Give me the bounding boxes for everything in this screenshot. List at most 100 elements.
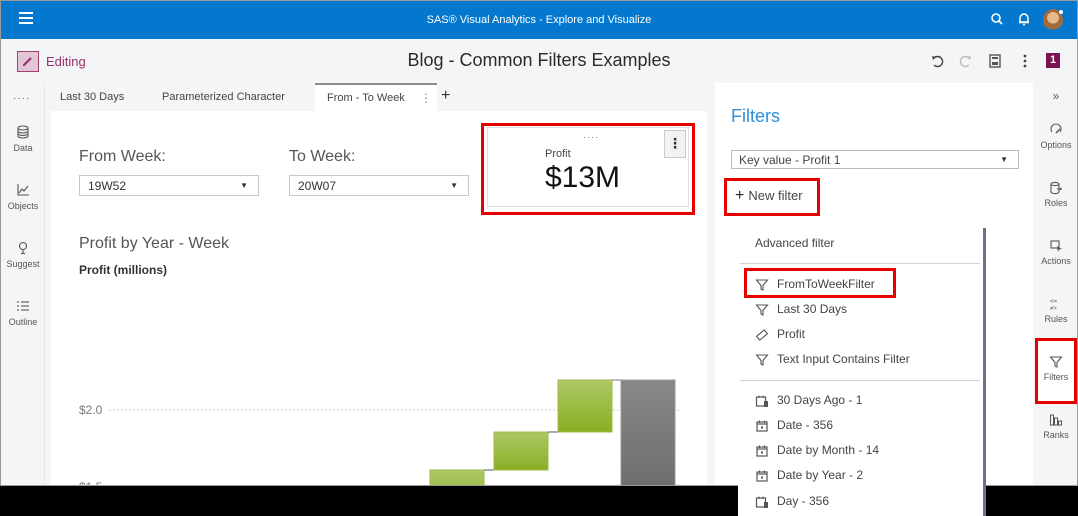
drag-handle-icon[interactable]: ···· [583,132,599,142]
rail-item-options[interactable]: Options [1033,123,1077,150]
waterfall-total-bar[interactable] [620,379,676,486]
waterfall-bar[interactable] [557,379,613,433]
from-week-label: From Week: [79,148,166,165]
tab-more-icon[interactable]: ⋮ [420,91,432,105]
svg-text:<=: <= [1050,299,1058,305]
rail-item-filters[interactable]: Filters [1033,355,1077,382]
from-week-dropdown[interactable]: 19W52 ▼ [79,175,259,196]
filter-icon [755,279,769,291]
pencil-icon [23,57,32,66]
filter-icon [1049,356,1063,368]
to-week-dropdown[interactable]: 20W07 ▼ [289,175,469,196]
calendar-icon [756,470,768,482]
left-rail: ···· Data Objects Suggest Outline [1,83,45,485]
rail-item-label: Options [1040,140,1072,150]
more-vertical-icon[interactable] [1017,53,1033,69]
highlight-box [1035,338,1077,404]
rail-item-ranks[interactable]: Ranks [1033,413,1077,440]
rail-item-outline[interactable]: Outline [1,299,45,327]
filter-icon [755,304,769,316]
from-week-value: 19W52 [88,179,127,193]
database-icon [17,125,29,139]
rail-more-icon[interactable]: ···· [13,93,31,104]
rail-item-data[interactable]: Data [1,125,45,153]
search-icon[interactable] [989,11,1005,27]
measure-icon [755,329,769,341]
rail-item-rules[interactable]: <= ≠> Rules [1033,297,1077,324]
roles-icon [1050,181,1062,195]
to-week-value: 20W07 [298,179,337,193]
rail-item-label: Rules [1044,314,1068,324]
highlight-box [724,178,820,216]
rail-item-label: Roles [1044,198,1068,208]
calculated-date-icon [755,496,768,508]
calendar-icon [756,445,768,457]
chevron-down-icon: ▼ [1000,155,1008,164]
report-canvas: From Week: 19W52 ▼ To Week: 20W07 ▼ ····… [51,111,707,486]
new-filter-menu: Advanced filter FromToWeekFilter Last 30… [738,228,986,516]
add-page-button[interactable]: + [441,87,451,104]
right-rail: » Options Roles Actions <= ≠> Rules Filte… [1033,83,1077,485]
object-select-dropdown[interactable]: Key value - Profit 1 ▼ [731,150,1019,169]
calendar-icon [756,420,768,432]
rail-item-label: Actions [1041,256,1071,266]
tab-label: From - To Week [327,92,405,104]
report-header: Editing Blog - Common Filters Examples 1 [1,39,1077,83]
lightbulb-icon [18,241,28,255]
rules-icon: <=≠> [1050,299,1058,311]
app-title: SAS® Visual Analytics - Explore and Visu… [426,14,652,26]
rail-item-label: Outline [8,317,38,327]
undo-icon[interactable] [929,53,945,69]
tab-parameterized-character[interactable]: Parameterized Character [162,91,285,103]
waterfall-bar[interactable] [429,469,485,486]
notification-dot [1059,10,1063,14]
plus-icon: + [735,187,745,204]
rail-item-objects[interactable]: Objects [1,183,45,211]
redo-icon[interactable] [958,53,974,69]
y-tick-label: $1.5 [79,480,103,486]
top-bar: SAS® Visual Analytics - Explore and Visu… [1,1,1077,39]
calculated-date-icon [755,395,768,407]
object-select-value: Key value - Profit 1 [739,153,841,167]
object-menu-button[interactable]: ⋮ [664,130,686,158]
y-tick-label: $2.0 [79,403,103,417]
waterfall-chart[interactable]: $2.0 $1.5 $1.0 [51,271,707,486]
key-value-profit[interactable]: ···· ⋮ Profit $13M [487,127,689,207]
rail-item-label: Data [13,143,33,153]
chart-y-axis-label: Profit (millions) [79,263,167,277]
edit-mode-button[interactable] [17,51,39,72]
highlight-box [744,268,896,298]
waterfall-bar[interactable] [493,431,549,471]
collapse-panel-icon[interactable]: » [1052,89,1060,103]
to-week-label: To Week: [289,148,356,165]
bell-icon[interactable] [1016,11,1032,27]
rail-item-label: Objects [7,201,39,211]
new-filter-label: New filter [748,188,803,203]
tab-last-30-days[interactable]: Last 30 Days [60,91,125,103]
report-title: Blog - Common Filters Examples [407,50,671,70]
key-value-value: $13M [545,161,621,194]
chevron-down-icon: ▼ [450,181,458,190]
svg-text:≠>: ≠> [1050,306,1057,311]
tab-from-to-week[interactable]: From - To Week ⋮ [315,83,437,111]
avatar[interactable] [1043,9,1063,31]
highlight-box [481,123,695,215]
menu-divider [740,263,980,264]
rail-item-suggest[interactable]: Suggest [1,241,45,269]
line-chart-icon [17,184,29,196]
editing-label: Editing [46,54,86,69]
actions-icon [1050,240,1062,252]
hamburger-icon[interactable] [19,12,33,26]
key-value-label: Profit [545,148,571,160]
new-filter-button[interactable]: + New filter [735,187,803,205]
filters-panel-title: Filters [731,106,780,126]
options-icon [1050,123,1062,134]
ranks-icon [1050,414,1062,426]
list-icon [17,301,29,311]
rail-item-roles[interactable]: Roles [1033,181,1077,208]
rail-item-label: Ranks [1043,430,1069,440]
page-badge[interactable]: 1 [1046,53,1060,68]
rail-item-actions[interactable]: Actions [1033,239,1077,266]
save-icon[interactable] [987,53,1003,69]
rail-item-label: Filters [1043,372,1069,382]
